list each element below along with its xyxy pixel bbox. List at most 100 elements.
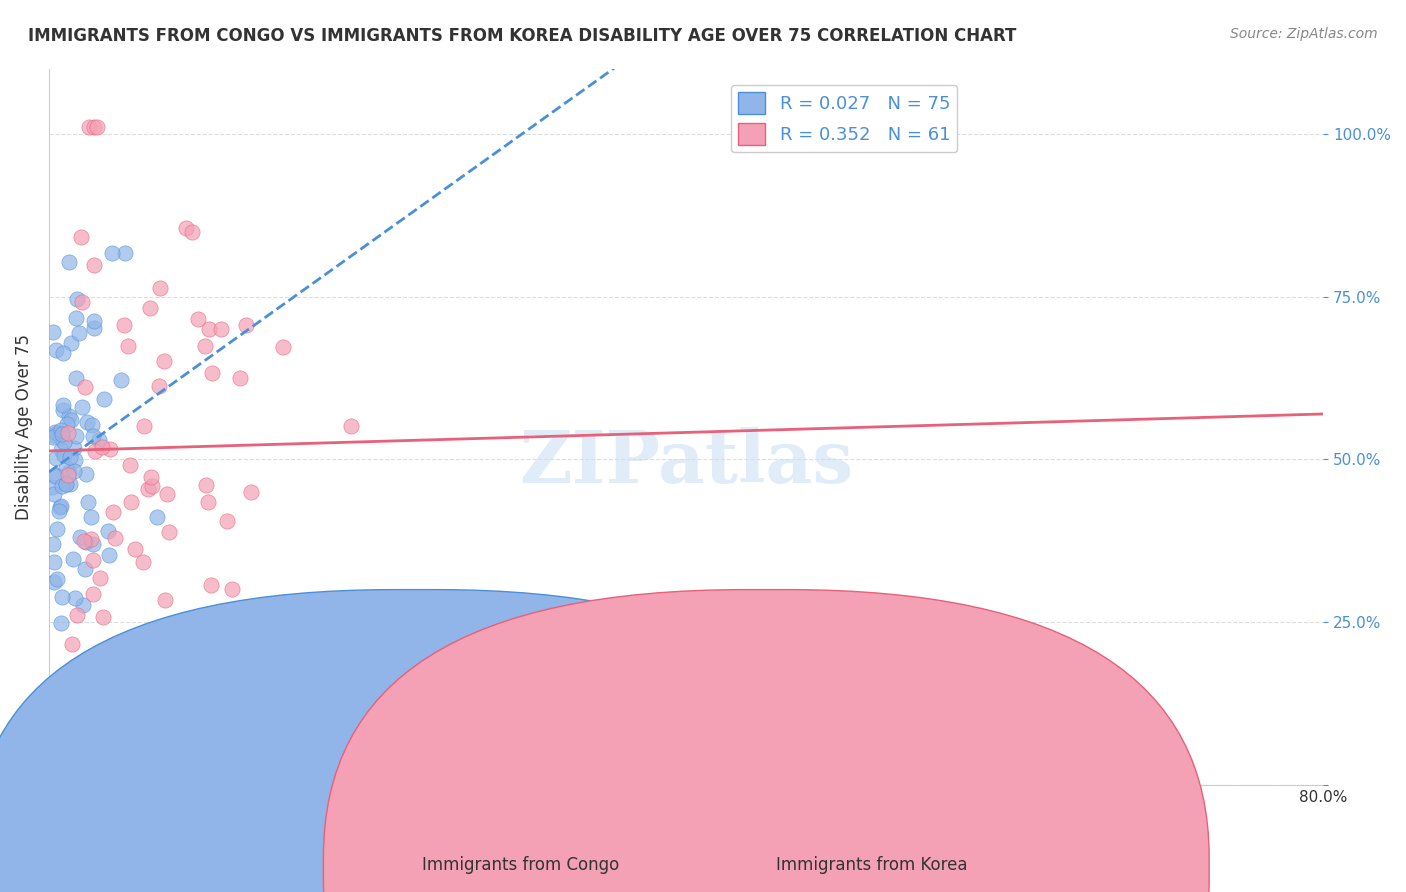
Legend: R = 0.027   N = 75, R = 0.352   N = 61: R = 0.027 N = 75, R = 0.352 N = 61 <box>731 85 957 153</box>
Immigrants from Congo <box>58 255 80 269</box>
Immigrants from Congo <box>45 343 67 357</box>
Immigrants from Congo <box>63 441 86 455</box>
Immigrants from Congo <box>62 551 84 566</box>
Immigrants from Congo <box>44 425 66 439</box>
Immigrants from Korea <box>118 458 141 472</box>
Immigrants from Congo <box>52 403 75 417</box>
Immigrants from Korea <box>194 339 217 353</box>
Immigrants from Korea <box>112 318 135 333</box>
Immigrants from Congo <box>60 413 83 427</box>
Immigrants from Congo <box>65 310 87 325</box>
Immigrants from Korea <box>148 379 170 393</box>
Immigrants from Congo <box>49 443 72 458</box>
Immigrants from Korea <box>271 340 294 354</box>
Immigrants from Korea <box>82 553 104 567</box>
Immigrants from Korea <box>83 258 105 272</box>
Immigrants from Congo <box>75 562 97 576</box>
Immigrants from Korea <box>77 120 100 135</box>
Text: Immigrants from Korea: Immigrants from Korea <box>776 856 967 874</box>
Immigrants from Congo <box>59 476 82 491</box>
Immigrants from Korea <box>120 495 142 509</box>
Immigrants from Korea <box>201 366 224 380</box>
Immigrants from Korea <box>180 226 202 240</box>
Immigrants from Korea <box>100 442 122 456</box>
Immigrants from Congo <box>55 477 77 491</box>
Immigrants from Congo <box>51 591 73 605</box>
Immigrants from Congo <box>58 409 80 423</box>
Immigrants from Congo <box>98 548 121 562</box>
Immigrants from Korea <box>136 482 159 496</box>
Immigrants from Congo <box>63 591 86 606</box>
Immigrants from Congo <box>76 415 98 429</box>
Immigrants from Korea <box>58 468 80 483</box>
Immigrants from Korea <box>156 487 179 501</box>
Immigrants from Korea <box>89 571 111 585</box>
Immigrants from Congo <box>44 487 66 501</box>
Immigrants from Congo <box>82 428 104 442</box>
Immigrants from Congo <box>82 537 104 551</box>
Immigrants from Congo <box>59 335 82 350</box>
Immigrants from Congo <box>53 449 76 463</box>
Immigrants from Congo <box>63 452 86 467</box>
Immigrants from Congo <box>69 530 91 544</box>
Immigrants from Korea <box>266 668 288 682</box>
Immigrants from Korea <box>82 587 104 601</box>
Immigrants from Congo <box>44 555 66 569</box>
Immigrants from Congo <box>82 417 104 432</box>
Immigrants from Congo <box>49 431 72 445</box>
Immigrants from Congo <box>83 321 105 335</box>
Immigrants from Congo <box>44 469 66 483</box>
Immigrants from Korea <box>83 699 105 714</box>
Immigrants from Congo <box>44 574 66 589</box>
Immigrants from Korea <box>70 230 93 244</box>
Immigrants from Congo <box>42 537 65 551</box>
Immigrants from Korea <box>138 301 160 316</box>
Text: 0.0%: 0.0% <box>49 828 87 843</box>
Immigrants from Korea <box>174 221 197 235</box>
Immigrants from Congo <box>66 292 89 306</box>
Immigrants from Korea <box>240 485 263 500</box>
Immigrants from Korea <box>60 637 83 651</box>
Immigrants from Korea <box>80 532 103 546</box>
Text: Source: ZipAtlas.com: Source: ZipAtlas.com <box>1230 27 1378 41</box>
Immigrants from Congo <box>49 423 72 437</box>
Immigrants from Congo <box>75 534 97 549</box>
Immigrants from Congo <box>45 425 67 440</box>
Immigrants from Korea <box>197 495 219 509</box>
Immigrants from Korea <box>149 281 172 295</box>
Immigrants from Congo <box>46 425 69 440</box>
Immigrants from Congo <box>42 430 65 444</box>
Immigrants from Korea <box>235 318 257 333</box>
Immigrants from Congo <box>65 429 87 443</box>
Immigrants from Korea <box>139 470 162 484</box>
Immigrants from Korea <box>84 443 107 458</box>
Immigrants from Congo <box>114 245 136 260</box>
Immigrants from Congo <box>45 451 67 466</box>
Immigrants from Korea <box>86 120 108 135</box>
Immigrants from Korea <box>215 514 238 528</box>
Immigrants from Korea <box>91 610 114 624</box>
Immigrants from Korea <box>200 578 222 592</box>
Immigrants from Korea <box>229 371 252 385</box>
Immigrants from Congo <box>83 314 105 328</box>
Text: IMMIGRANTS FROM CONGO VS IMMIGRANTS FROM KOREA DISABILITY AGE OVER 75 CORRELATIO: IMMIGRANTS FROM CONGO VS IMMIGRANTS FROM… <box>28 27 1017 45</box>
Immigrants from Congo <box>63 464 86 478</box>
Immigrants from Congo <box>46 572 69 586</box>
Immigrants from Congo <box>51 426 73 441</box>
Immigrants from Congo <box>41 480 63 494</box>
Immigrants from Congo <box>55 477 77 491</box>
Immigrants from Korea <box>75 380 97 394</box>
Immigrants from Congo <box>101 246 124 260</box>
Immigrants from Korea <box>83 120 105 135</box>
Immigrants from Congo <box>51 479 73 493</box>
Immigrants from Congo <box>110 373 132 387</box>
Immigrants from Congo <box>97 524 120 539</box>
Immigrants from Congo <box>80 510 103 524</box>
Immigrants from Korea <box>153 354 176 368</box>
Immigrants from Korea <box>58 425 80 440</box>
Immigrants from Korea <box>66 607 89 622</box>
Immigrants from Congo <box>51 499 73 513</box>
Immigrants from Korea <box>117 339 139 353</box>
Y-axis label: Disability Age Over 75: Disability Age Over 75 <box>15 334 32 520</box>
Immigrants from Congo <box>42 325 65 339</box>
